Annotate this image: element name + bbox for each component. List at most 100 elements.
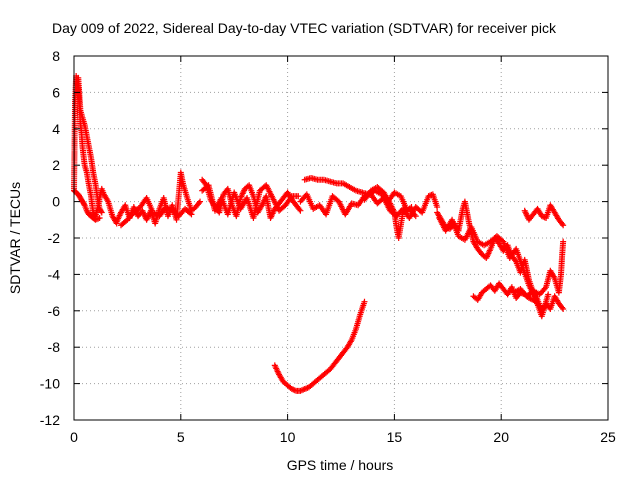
data-point-fill: [303, 384, 311, 392]
data-points: [71, 73, 567, 394]
data-point-fill: [414, 205, 424, 215]
y-tick-label: -2: [48, 230, 61, 246]
data-point-fill: [471, 240, 480, 251]
data-point-fill: [427, 191, 435, 199]
data-point-fill: [480, 252, 488, 260]
data-point-fill: [457, 234, 467, 242]
data-point-fill: [238, 187, 248, 200]
y-tick-label: 0: [52, 194, 60, 210]
data-point-fill: [328, 361, 337, 371]
data-point: [412, 213, 419, 220]
data-point-fill: [362, 189, 373, 202]
data-point-fill: [401, 206, 411, 215]
data-point-fill: [335, 180, 345, 187]
data-point-fill: [462, 200, 472, 225]
data-point-fill: [255, 203, 265, 215]
data-point-fill: [328, 179, 339, 186]
data-point-fill: [283, 194, 294, 207]
data-point-fill: [488, 283, 497, 293]
y-tick-label: -6: [48, 303, 61, 319]
data-point-fill: [345, 338, 354, 349]
data-point-fill: [419, 194, 431, 214]
data-point-fill: [548, 269, 557, 280]
data-point-fill: [531, 298, 540, 306]
data-point: [560, 222, 567, 229]
data-point-fill: [303, 175, 313, 183]
data-point-fill: [272, 363, 282, 376]
data-point-fill: [311, 203, 322, 211]
data-point-fill: [476, 239, 486, 248]
data-point-fill: [193, 199, 202, 209]
data-point-fill: [531, 288, 542, 297]
data-point-fill: [448, 221, 457, 231]
data-point-fill: [407, 207, 418, 218]
data-point-fill: [298, 386, 307, 394]
data-point-fill: [381, 191, 393, 205]
data-point-fill: [552, 210, 562, 222]
x-tick-label: 15: [387, 429, 403, 445]
data-point-fill: [290, 386, 298, 394]
data-point-fill: [527, 212, 536, 222]
x-tick-label: 0: [70, 429, 78, 445]
data-point-fill: [552, 294, 562, 306]
data-point-fill: [324, 367, 332, 375]
data-point-fill: [114, 211, 124, 224]
data-point-fill: [520, 265, 532, 287]
data-point-fill: [527, 295, 535, 303]
data-point-fill: [221, 187, 230, 196]
data-point-fill: [119, 217, 130, 228]
data-point-fill: [449, 218, 461, 238]
data-point-fill: [332, 356, 341, 366]
data-point-fill: [548, 203, 557, 215]
data-point-fill: [286, 383, 294, 391]
data-point-fill: [471, 294, 480, 302]
data-point-fill: [514, 290, 523, 300]
data-point-fill: [480, 287, 488, 295]
data-point-fill: [387, 201, 397, 215]
data-point-fill: [78, 196, 85, 204]
data-point-fill: [290, 193, 300, 200]
data-point-fill: [539, 293, 551, 318]
data-point-fill: [277, 203, 288, 213]
data-point: [98, 209, 105, 216]
data-point-fill: [455, 207, 466, 232]
y-axis-label: SDTVAR / TECUs: [7, 182, 23, 294]
data-point-fill: [281, 190, 290, 200]
data-point-fill: [132, 205, 142, 215]
series-tail-b: [436, 214, 552, 320]
chart-title: Day 009 of 2022, Sidereal Day-to-day VTE…: [52, 20, 557, 36]
data-point-fill: [354, 188, 364, 196]
data-point-fill: [243, 183, 251, 191]
y-tick-label: 8: [52, 48, 60, 64]
data-point-fill: [183, 206, 194, 217]
data-point-fill: [315, 374, 324, 382]
x-tick-label: 25: [600, 429, 616, 445]
data-point-fill: [540, 213, 548, 221]
data-point-fill: [513, 247, 525, 269]
data-point-fill: [430, 193, 440, 209]
data-point-fill: [184, 196, 194, 212]
data-point-fill: [311, 378, 320, 386]
data-point-fill: [341, 181, 351, 190]
data-point: [295, 193, 302, 200]
data-point-fill: [501, 287, 510, 297]
x-tick-label: 5: [177, 429, 185, 445]
data-point-fill: [373, 188, 383, 197]
data-point-fill: [268, 207, 278, 220]
data-point-fill: [80, 199, 87, 208]
data-point-fill: [277, 196, 286, 206]
data-point-fill: [348, 184, 358, 193]
data-point-fill: [200, 178, 209, 187]
series-early-branch-2: [75, 74, 105, 216]
data-point-fill: [482, 239, 492, 248]
y-tick-label: -4: [48, 266, 61, 282]
data-point-fill: [495, 234, 506, 244]
data-point-fill: [101, 192, 111, 204]
y-tick-label: -8: [48, 339, 61, 355]
data-point-fill: [200, 183, 211, 193]
data-point-fill: [82, 204, 90, 212]
y-tick-label: -10: [40, 376, 60, 392]
series-tail-d: [511, 238, 567, 300]
